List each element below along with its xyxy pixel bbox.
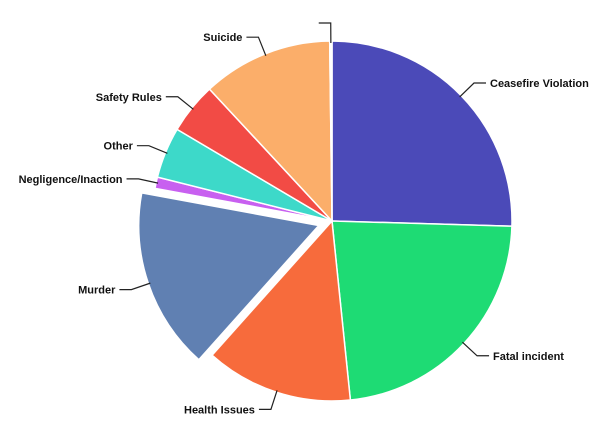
leader-health-issues [258,390,278,410]
label-health-issues: Health Issues [184,404,255,416]
label-suicide: Suicide [203,32,242,44]
slice-labels: Ceasefire Violation Fatal incident Health … [19,32,590,416]
leader-murder [119,282,151,291]
leader-fatal-incident [462,341,490,357]
leader-suicide [246,36,267,56]
label-murder: Murder [78,285,116,297]
label-safety-rules: Safety Rules [96,92,162,104]
leader-unlabeled [318,22,332,44]
leader-safety-rules [165,96,194,110]
leader-other [136,145,168,154]
label-other: Other [104,141,134,153]
leader-negligence-inaction [126,178,159,184]
pie-slices [138,40,513,402]
slice-fatal-incident [331,220,513,401]
leader-ceasefire-violation [459,82,487,98]
label-fatal-incident: Fatal incident [493,351,564,363]
label-negligence-inaction: Negligence/Inaction [19,174,123,186]
leader-lines [119,22,490,410]
slice-ceasefire-violation [331,40,513,227]
label-ceasefire-violation: Ceasefire Violation [490,78,589,90]
